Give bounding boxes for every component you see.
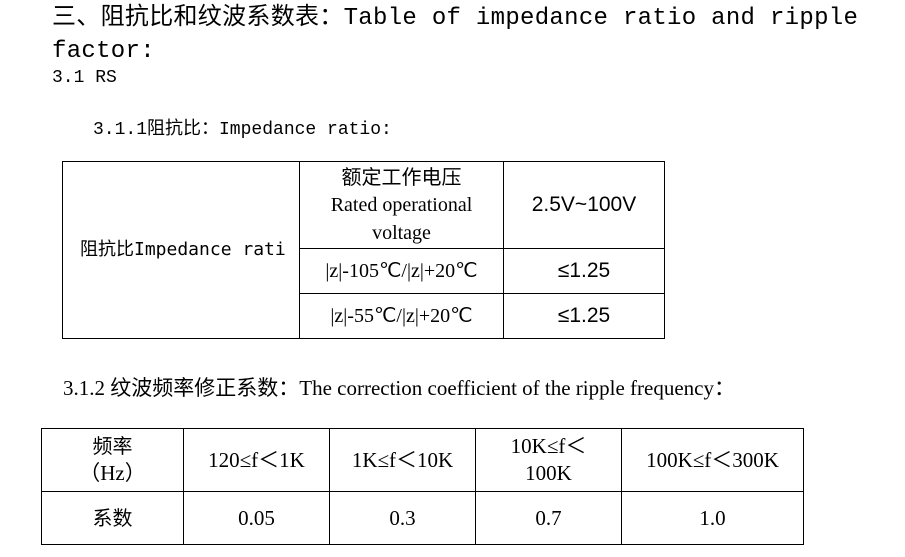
table-row: 阻抗比Impedance rati 额定工作电压 Rated operation… [62,161,665,339]
table-row: |z|-105℃/|z|+20℃ ≤1.25 [63,248,665,294]
frequency-range: 120≤f＜1K [183,428,330,492]
frequency-range: 100K≤f＜300K [621,428,804,492]
coefficient-value: 1.0 [621,491,804,545]
table-row: 系数 0.05 0.3 0.7 1.0 [41,491,804,545]
condition-cell: |z|-55℃/|z|+20℃ [299,293,504,339]
coefficient-value: 0.3 [329,491,476,545]
voltage-label-cn: 额定工作电压 [341,165,462,189]
coefficient-value: 0.05 [183,491,330,545]
impedance-subtitle: 3.1.1阻抗比：Impedance ratio: [93,120,392,140]
voltage-label-en-2: voltage [372,222,431,244]
voltage-value: 2.5V~100V [503,161,665,249]
frequency-unit: （Hz） [79,461,146,485]
condition-cell: |z|-105℃/|z|+20℃ [299,248,504,294]
section-title: 3.1 RS [52,68,117,88]
voltage-label-en: Rated operational [330,194,473,216]
voltage-label-cell: 额定工作电压 Rated operational voltage [299,161,504,249]
page-heading: 三、阻抗比和纹波系数表：Table of impedance ratio and… [52,5,859,65]
frequency-header: 频率 （Hz） [41,428,184,492]
ripple-subtitle: 3.1.2 纹波频率修正系数：The correction coefficien… [63,376,735,400]
coefficient-label: 系数 [41,491,184,545]
table-row: 频率 （Hz） 120≤f＜1K 1K≤f＜10K 10K≤f＜ 100K 10… [41,428,804,492]
impedance-row-label: 阻抗比Impedance rati [62,161,300,339]
frequency-range-line: 10K≤f＜ [510,434,587,458]
table-row: |z|-55℃/|z|+20℃ ≤1.25 [63,293,665,339]
frequency-range: 1K≤f＜10K [329,428,476,492]
impedance-ratio-table: 阻抗比Impedance rati 额定工作电压 Rated operation… [62,161,665,339]
ripple-coefficient-table: 频率 （Hz） 120≤f＜1K 1K≤f＜10K 10K≤f＜ 100K 10… [41,428,804,545]
ratio-value: ≤1.25 [503,248,665,294]
coefficient-value: 0.7 [475,491,622,545]
frequency-range: 10K≤f＜ 100K [475,428,622,492]
ratio-value: ≤1.25 [503,293,665,339]
frequency-range-line: 100K [525,461,572,485]
frequency-label: 频率 [92,434,133,458]
